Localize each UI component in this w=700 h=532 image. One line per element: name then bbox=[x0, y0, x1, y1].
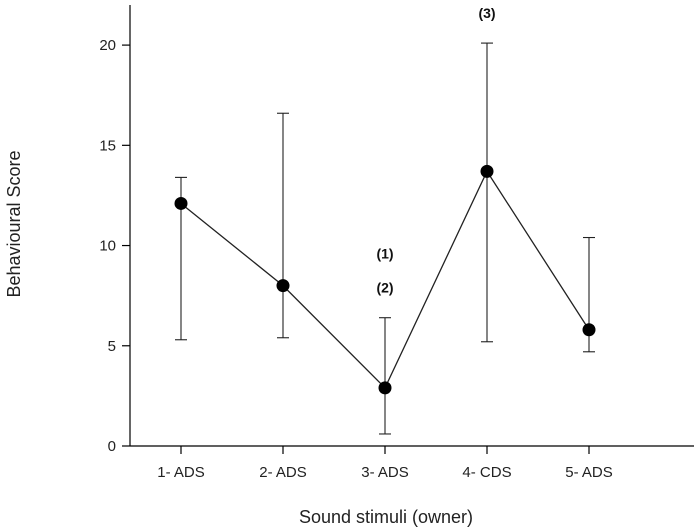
x-tick-label: 1- ADS bbox=[157, 464, 205, 481]
x-tick-label: 3- ADS bbox=[361, 464, 409, 481]
data-point bbox=[582, 323, 596, 337]
x-axis-title: Sound stimuli (owner) bbox=[299, 507, 473, 527]
axes bbox=[129, 5, 694, 447]
y-tick-label: 10 bbox=[99, 238, 116, 255]
y-tick-label: 0 bbox=[108, 438, 116, 455]
series-group bbox=[174, 42, 596, 435]
x-ticks: 1- ADS 2- ADS 3- ADS 4- CDS 5- ADS bbox=[157, 446, 613, 481]
y-tick-label: 20 bbox=[99, 37, 116, 54]
data-point bbox=[174, 196, 188, 210]
y-tick-label: 5 bbox=[108, 338, 116, 355]
data-point bbox=[480, 164, 494, 178]
x-tick-label: 4- CDS bbox=[462, 464, 511, 481]
data-point bbox=[276, 279, 290, 293]
annotations: (1) (2) (3) bbox=[376, 5, 495, 296]
data-point bbox=[378, 381, 392, 395]
y-ticks: 0 5 10 15 20 bbox=[99, 37, 130, 455]
annotation-label: (1) bbox=[376, 246, 393, 262]
y-tick-label: 15 bbox=[99, 137, 116, 154]
annotation-label: (3) bbox=[478, 5, 495, 21]
annotation-label: (2) bbox=[376, 280, 393, 296]
y-axis-title: Behavioural Score bbox=[4, 150, 24, 297]
x-tick-label: 5- ADS bbox=[565, 464, 613, 481]
x-tick-label: 2- ADS bbox=[259, 464, 307, 481]
